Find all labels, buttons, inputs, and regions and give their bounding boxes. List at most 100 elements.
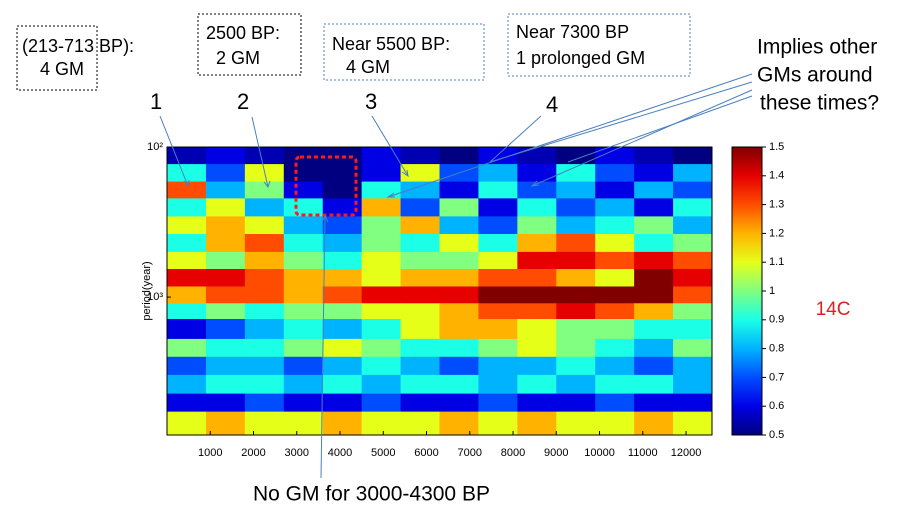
heat-cell [167,393,207,413]
heat-cell [167,251,207,270]
heat-cell [283,181,324,199]
heat-cell [205,411,246,436]
marker-label: 4 [546,92,558,117]
heat-cell [595,181,635,199]
heat-cell [205,356,246,376]
heat-cell [478,374,518,395]
x-tick-label: 7000 [458,447,482,459]
heat-cell [478,181,518,199]
heat-cell [595,411,635,436]
heat-cell [595,147,635,165]
heat-cell [400,198,440,217]
heat-cell [361,251,402,270]
heat-cell [167,374,207,395]
heat-cell [556,234,596,253]
heat-cell [167,198,207,217]
heat-cell [478,319,518,340]
heat-cell [322,356,363,376]
heat-cell [556,374,596,395]
heat-cell [673,356,713,376]
heat-cell [361,411,402,436]
heat-cell [283,303,324,320]
heat-cell [361,393,402,413]
heat-cell [400,286,440,304]
colorbar-tick-label: 1.2 [769,227,784,239]
heat-cell [167,338,207,358]
heat-cell [556,147,596,165]
heat-cell [361,181,402,199]
plot-frame [166,146,713,436]
heat-cell [439,198,479,217]
heat-cell [595,198,635,217]
heat-cell [634,393,674,413]
heat-cell [634,268,674,287]
heat-cell [478,303,518,320]
heat-cell [244,181,285,199]
colorbar-tick-label: 1.5 [769,141,784,153]
heat-cell [322,374,363,395]
heat-cell [439,251,479,270]
heat-cell [517,251,557,270]
heat-cell [322,216,363,235]
heat-cell [361,234,402,253]
heat-cell [205,286,246,304]
heat-cell [244,393,285,413]
annotation-text: Near 7300 BP [516,22,629,42]
heat-cell [167,181,207,199]
x-tick-label: 8000 [501,447,525,459]
heat-cell [634,251,674,270]
heat-cell [167,356,207,376]
heat-cell [517,374,557,395]
heat-cell [556,356,596,376]
heat-cell [478,164,518,183]
heat-cell [322,393,363,413]
heat-cell [556,268,596,287]
heat-cell [322,268,363,287]
heat-cell [439,216,479,235]
heat-cell [673,181,713,199]
arrows [159,73,753,479]
heat-cell [673,319,713,340]
heat-cell [400,164,440,183]
annotation-text: 4 GM [346,57,390,77]
heat-cell [322,286,363,304]
heat-cell [167,234,207,253]
heat-cell [556,164,596,183]
heat-cell [439,393,479,413]
x-tick-label: 3000 [285,447,309,459]
heat-cell [478,286,518,304]
heat-cell [517,198,557,217]
heat-cell [361,216,402,235]
heat-cell [478,393,518,413]
heat-cell [439,181,479,199]
heat-cell [361,164,402,183]
heat-cell [361,374,402,395]
heat-cell [439,319,479,340]
heat-cell [283,319,324,340]
heat-cell [361,356,402,376]
heat-cell [517,147,557,165]
heat-cell [556,338,596,358]
heat-cell [283,268,324,287]
bottom-note: No GM for 3000-4300 BP [253,483,490,506]
heat-cell [244,286,285,304]
heat-cell [205,319,246,340]
heat-cell [205,268,246,287]
heat-cell [634,338,674,358]
heat-cell [673,374,713,395]
annotation-box [197,13,302,76]
heat-cell [361,319,402,340]
heat-cell [205,393,246,413]
x-tick-label: 10000 [584,447,615,459]
heat-cell [556,181,596,199]
heat-cell [673,164,713,183]
heat-cell [205,164,246,183]
heat-cell [595,164,635,183]
heat-cell [167,319,207,340]
heat-cell [595,303,635,320]
heat-cell [595,338,635,358]
note-text: GMs around [757,64,873,87]
heat-cell [400,251,440,270]
heat-cell [322,411,363,436]
heat-cell [400,181,440,199]
